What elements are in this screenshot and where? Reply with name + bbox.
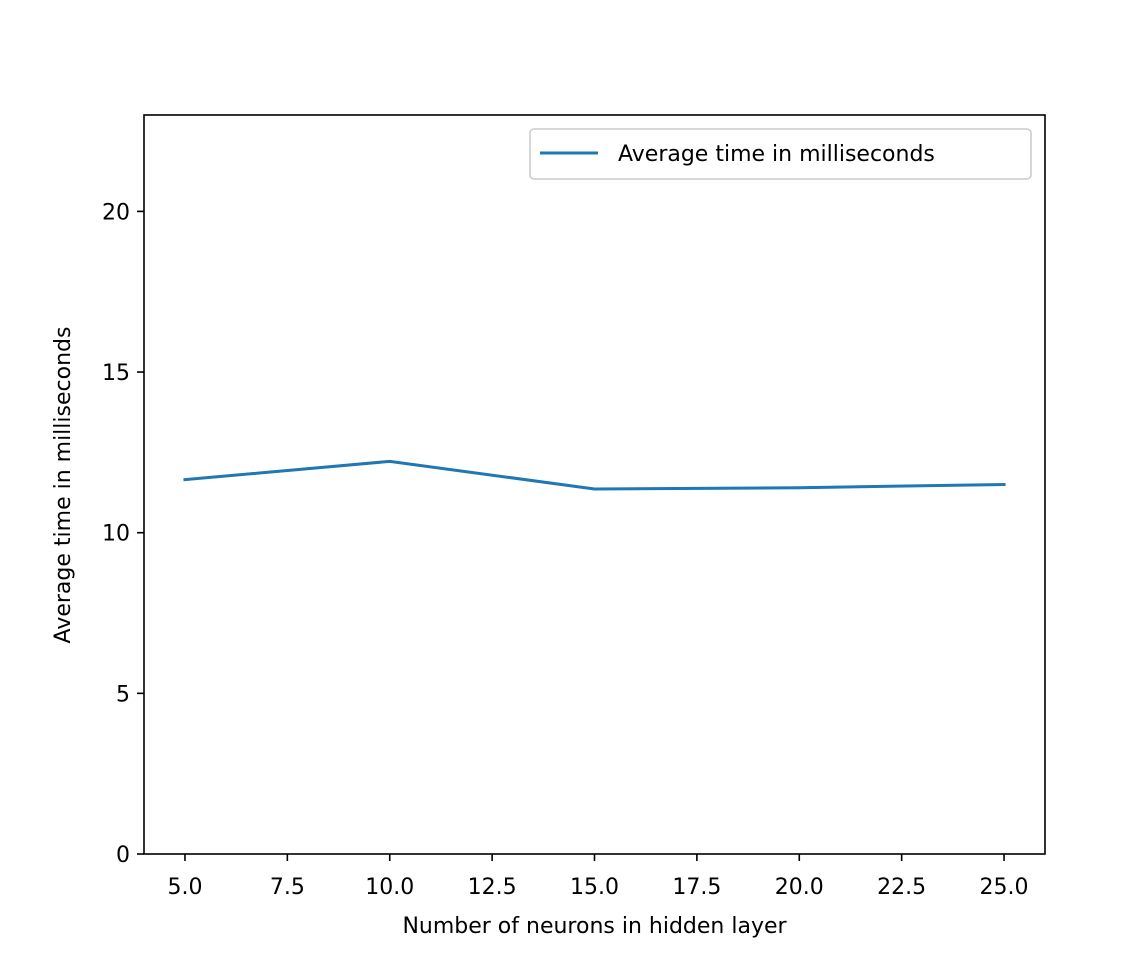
axes-frame bbox=[143, 114, 1046, 855]
y-tick-label: 15 bbox=[102, 361, 130, 386]
y-axis-ticks: 0 5 10 15 20 bbox=[102, 200, 144, 868]
plot-area bbox=[183, 459, 1006, 491]
y-tick-label: 0 bbox=[116, 843, 130, 868]
legend-frame bbox=[529, 128, 1032, 180]
y-tick-label: 5 bbox=[116, 682, 130, 707]
series-line bbox=[183, 459, 1006, 491]
legend-label: Average time in milliseconds bbox=[618, 142, 935, 167]
x-tick-label: 5.0 bbox=[167, 875, 202, 900]
x-tick-label: 22.5 bbox=[877, 875, 926, 900]
y-axis-label: Average time in milliseconds bbox=[51, 327, 76, 644]
y-tick-label: 20 bbox=[102, 200, 130, 225]
x-tick-label: 25.0 bbox=[980, 875, 1029, 900]
x-tick-label: 12.5 bbox=[468, 875, 517, 900]
x-tick-label: 7.5 bbox=[270, 875, 305, 900]
x-axis-label: Number of neurons in hidden layer bbox=[402, 914, 787, 939]
y-tick-label: 10 bbox=[102, 522, 130, 547]
x-tick-label: 15.0 bbox=[570, 875, 619, 900]
x-axis-ticks: 5.0 7.5 10.0 12.5 15.0 17.5 20.0 22.5 25.0 bbox=[167, 854, 1029, 900]
legend: Average time in milliseconds bbox=[529, 128, 1032, 180]
x-tick-label: 10.0 bbox=[365, 875, 414, 900]
x-tick-label: 20.0 bbox=[775, 875, 824, 900]
x-tick-label: 17.5 bbox=[672, 875, 721, 900]
